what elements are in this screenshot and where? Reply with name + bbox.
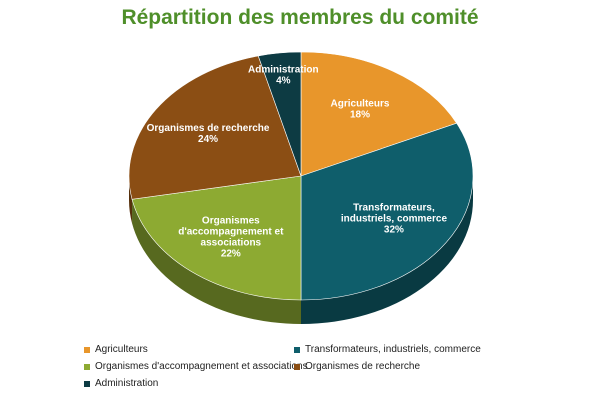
pie-slice-side [132,199,301,324]
pie-slice [300,51,458,177]
slice-label: Agriculteurs 18% [331,98,390,120]
slice-label: Transformateurs, industriels, commerce 32% [341,203,448,236]
slice-percent: 32% [384,225,404,236]
legend-swatch [294,363,300,370]
slice-name: Agriculteurs [331,98,390,109]
legend-label: Agriculteurs [95,344,148,355]
chart-title: Répartition des membres du comité [121,6,479,29]
legend-item: Transformateurs, industriels, commerce [294,344,481,355]
slice-percent: 24% [198,134,218,145]
legend-label: Organismes de recherche [305,361,421,372]
legend-item: Organismes de recherche [294,361,420,372]
pie-slice [257,51,302,177]
slice-name: d'accompagnement et [178,227,284,238]
slice-name: industriels, commerce [341,214,448,225]
slice-percent: 22% [221,249,241,260]
slice-label: Organismes d'accompagnement et association… [178,216,284,260]
legend-swatch [84,363,90,370]
slice-name: Administration [248,65,319,76]
slice-name: Transformateurs, [353,203,435,214]
slice-percent: 18% [350,109,370,120]
legend-swatch [84,346,90,353]
legend-label: Administration [95,378,159,389]
slice-name: associations [201,238,262,249]
legend-item: Administration [84,378,158,389]
legend-swatch [84,380,90,387]
slice-label: Organismes de recherche 24% [147,123,270,145]
legend-label: Transformateurs, industriels, commerce [305,344,481,355]
legend-swatch [294,346,300,353]
slice-name: Organismes de recherche [147,123,270,134]
legend-item: Organismes d'accompagnement et associati… [84,361,308,372]
slice-label: Administration 4% [248,65,319,87]
pie-slice [128,55,302,200]
pie-slice [300,122,474,301]
pie-slice [131,175,302,301]
slice-percent: 4% [276,76,291,87]
pie-slice-side [301,176,473,324]
legend-label: Organismes d'accompagnement et associati… [95,361,308,372]
slice-name: Organismes [202,216,260,227]
legend-item: Agriculteurs [84,344,148,355]
